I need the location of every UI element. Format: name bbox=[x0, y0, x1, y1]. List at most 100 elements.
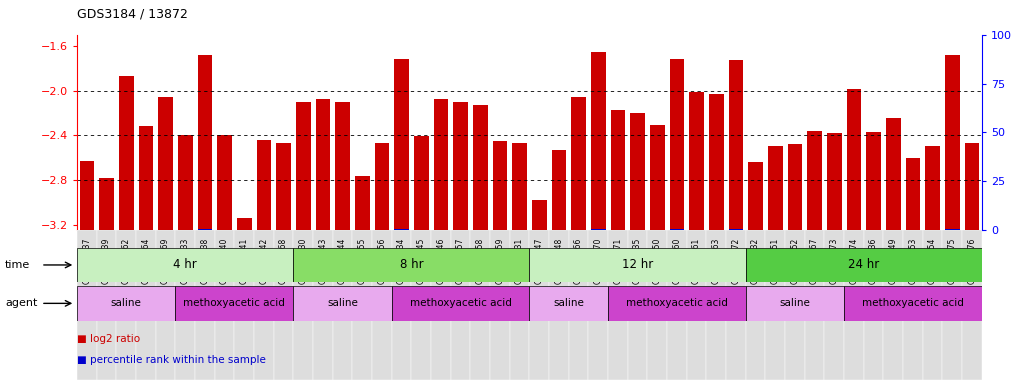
Bar bbox=[293, 286, 392, 321]
Bar bbox=[766, 230, 785, 380]
Text: GSM253536: GSM253536 bbox=[869, 238, 878, 284]
Bar bbox=[745, 248, 982, 282]
Text: GSM253552: GSM253552 bbox=[791, 238, 800, 284]
Bar bbox=[394, 229, 409, 230]
Text: GSM253551: GSM253551 bbox=[771, 238, 780, 284]
Text: GSM253544: GSM253544 bbox=[338, 238, 347, 284]
Bar bbox=[729, 229, 743, 230]
Bar bbox=[867, 132, 881, 230]
Bar bbox=[316, 99, 330, 230]
Bar bbox=[411, 230, 431, 380]
Bar bbox=[176, 230, 195, 380]
Bar bbox=[552, 150, 566, 230]
Text: GSM253533: GSM253533 bbox=[181, 238, 190, 284]
Bar bbox=[846, 89, 861, 230]
Text: GSM253531: GSM253531 bbox=[515, 238, 524, 284]
Text: GSM253570: GSM253570 bbox=[594, 238, 602, 284]
Bar bbox=[591, 53, 605, 230]
Bar bbox=[748, 162, 763, 230]
Bar bbox=[883, 230, 903, 380]
Text: GSM253560: GSM253560 bbox=[672, 238, 682, 284]
Bar bbox=[729, 60, 743, 230]
Bar bbox=[531, 200, 547, 230]
Text: GSM253562: GSM253562 bbox=[121, 238, 131, 284]
Bar bbox=[490, 230, 510, 380]
Bar bbox=[392, 286, 529, 321]
Text: methoxyacetic acid: methoxyacetic acid bbox=[626, 298, 728, 308]
Bar bbox=[706, 230, 726, 380]
Bar bbox=[273, 230, 293, 380]
Text: GSM253555: GSM253555 bbox=[358, 238, 367, 284]
Bar bbox=[136, 230, 156, 380]
Bar bbox=[785, 230, 805, 380]
Bar bbox=[217, 135, 232, 230]
Text: GSM253532: GSM253532 bbox=[751, 238, 760, 284]
Text: GSM253549: GSM253549 bbox=[889, 238, 897, 284]
Bar bbox=[353, 230, 372, 380]
Bar bbox=[335, 102, 350, 230]
Bar bbox=[453, 102, 468, 230]
Text: GSM253561: GSM253561 bbox=[692, 238, 701, 284]
Bar bbox=[277, 143, 291, 230]
Bar bbox=[158, 97, 173, 230]
Bar bbox=[844, 230, 864, 380]
Bar bbox=[254, 230, 273, 380]
Text: saline: saline bbox=[779, 298, 810, 308]
Text: ■ percentile rank within the sample: ■ percentile rank within the sample bbox=[77, 355, 266, 365]
Bar bbox=[549, 230, 568, 380]
Bar bbox=[923, 230, 943, 380]
Bar bbox=[257, 140, 271, 230]
Text: GSM253535: GSM253535 bbox=[633, 238, 642, 284]
Text: GSM253563: GSM253563 bbox=[711, 238, 721, 284]
Bar bbox=[669, 229, 685, 230]
Bar bbox=[529, 286, 609, 321]
Text: GSM253553: GSM253553 bbox=[909, 238, 917, 284]
Text: GSM253550: GSM253550 bbox=[653, 238, 662, 284]
Bar bbox=[726, 230, 745, 380]
Bar bbox=[512, 143, 527, 230]
Bar bbox=[824, 230, 844, 380]
Bar bbox=[591, 229, 605, 230]
Bar bbox=[392, 230, 411, 380]
Bar bbox=[886, 119, 901, 230]
Text: GSM253571: GSM253571 bbox=[614, 238, 622, 284]
Text: GSM253548: GSM253548 bbox=[554, 238, 563, 284]
Text: 8 hr: 8 hr bbox=[400, 258, 424, 271]
Text: GSM253537: GSM253537 bbox=[82, 238, 91, 284]
Bar bbox=[945, 55, 959, 230]
Bar bbox=[492, 141, 507, 230]
Text: GSM253556: GSM253556 bbox=[377, 238, 387, 284]
Bar bbox=[100, 178, 114, 230]
Bar bbox=[197, 229, 213, 230]
Text: GSM253541: GSM253541 bbox=[240, 238, 249, 284]
Text: 24 hr: 24 hr bbox=[848, 258, 879, 271]
Bar bbox=[864, 230, 883, 380]
Bar bbox=[79, 161, 95, 230]
Bar bbox=[609, 286, 745, 321]
Text: GSM253564: GSM253564 bbox=[142, 238, 150, 284]
Bar bbox=[903, 230, 923, 380]
Bar bbox=[473, 105, 487, 230]
Bar bbox=[964, 143, 980, 230]
Bar bbox=[234, 230, 254, 380]
Bar bbox=[689, 92, 704, 230]
Text: GSM253576: GSM253576 bbox=[967, 238, 977, 284]
Bar bbox=[827, 133, 842, 230]
Text: GSM253547: GSM253547 bbox=[535, 238, 544, 284]
Text: GSM253539: GSM253539 bbox=[102, 238, 111, 284]
Text: GSM253566: GSM253566 bbox=[574, 238, 583, 284]
Bar bbox=[236, 218, 252, 230]
Text: GSM253557: GSM253557 bbox=[456, 238, 465, 284]
Text: saline: saline bbox=[553, 298, 584, 308]
Bar bbox=[450, 230, 471, 380]
Text: GSM253554: GSM253554 bbox=[928, 238, 938, 284]
Bar bbox=[119, 76, 134, 230]
Text: GSM253559: GSM253559 bbox=[495, 238, 505, 284]
Bar bbox=[77, 286, 176, 321]
Bar bbox=[176, 286, 293, 321]
Bar bbox=[293, 230, 314, 380]
Text: GSM253567: GSM253567 bbox=[810, 238, 819, 284]
Text: ■ log2 ratio: ■ log2 ratio bbox=[77, 334, 140, 344]
Text: GSM253540: GSM253540 bbox=[220, 238, 229, 284]
Text: saline: saline bbox=[111, 298, 142, 308]
